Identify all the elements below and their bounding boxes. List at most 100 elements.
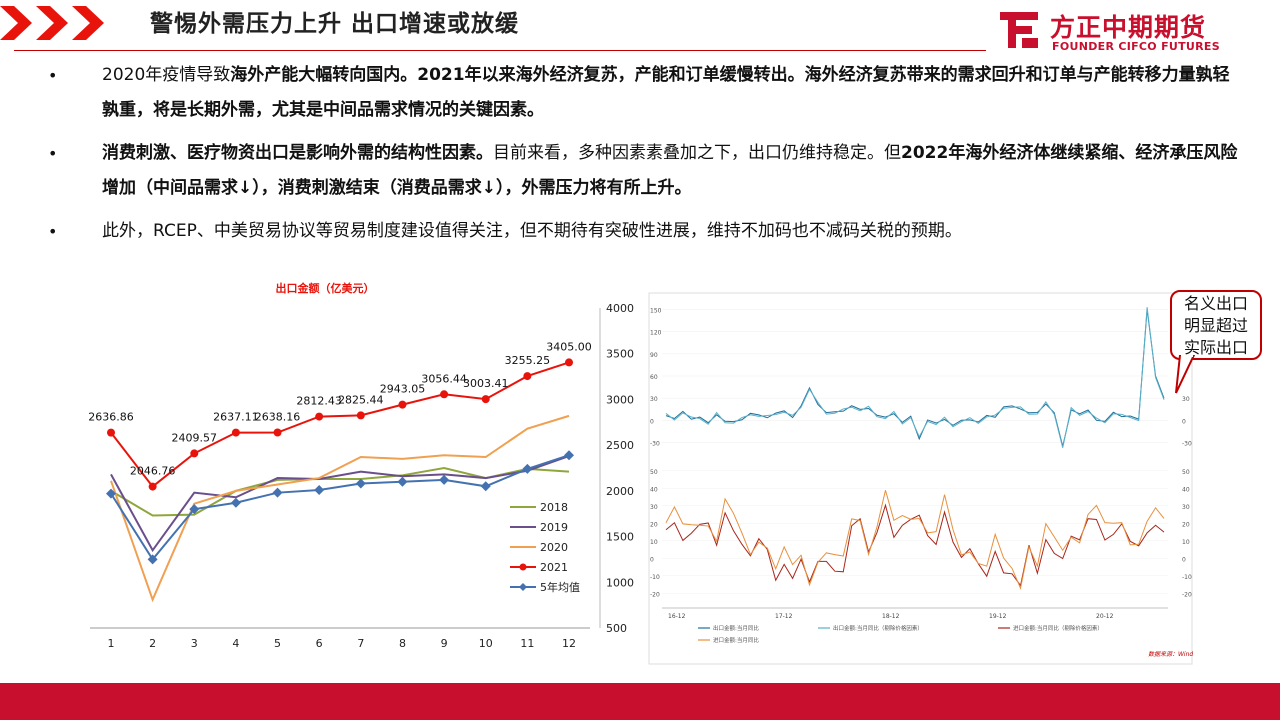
x-tick-label: 2 bbox=[149, 637, 156, 650]
x-tick-label: 11 bbox=[520, 637, 534, 650]
bullet-text-bold: 消费刺激、医疗物资出口是影响外需的结构性因素。 bbox=[102, 143, 493, 163]
x-tick-label: 7 bbox=[357, 637, 364, 650]
data-point bbox=[315, 412, 324, 421]
data-point bbox=[273, 428, 282, 437]
bullet-list: • 2020年疫情导致海外产能大幅转向国内。2021年以来海外经济复苏，产能和订… bbox=[40, 58, 1240, 257]
legend-label: 进口金额:当月同比 bbox=[713, 636, 759, 644]
footer-bar bbox=[0, 683, 1280, 720]
legend-label: 进口金额:当月同比（剔除价格因素） bbox=[1013, 624, 1103, 632]
bullet-text-bold: 2022年海外经济体继续紧缩、经济承压风险增加（中间品需求↓），消费刺激结束（消… bbox=[102, 143, 1238, 198]
y-tick-label: 40 bbox=[650, 486, 658, 493]
y-tick-label: 0 bbox=[1182, 556, 1186, 563]
x-tick-label: 17-12 bbox=[775, 613, 793, 620]
data-label: 3056.44 bbox=[421, 372, 467, 385]
series-line bbox=[665, 307, 1165, 448]
data-label: 2812.43 bbox=[296, 395, 342, 408]
data-label: 3255.25 bbox=[505, 354, 551, 367]
y-tick-label: 0 bbox=[650, 556, 654, 563]
source-note: 数据来源：Wind bbox=[1148, 650, 1193, 658]
x-tick-label: 12 bbox=[562, 637, 576, 650]
y-tick-label: -10 bbox=[1182, 574, 1192, 581]
legend-label: 出口金额:当月同比 bbox=[713, 624, 759, 632]
series-line-2020 bbox=[110, 414, 570, 603]
bullet-marker: • bbox=[48, 66, 58, 85]
y-tick-label: 1500 bbox=[606, 531, 634, 544]
export-amount-chart: 出口金额（亿美元） 500 1000 1500 2000 2500 3000 3500 4000… bbox=[88, 281, 634, 650]
logo-english-name: FOUNDER CIFCO FUTURES bbox=[1052, 40, 1220, 53]
bullet-text-bold: 海外产能大幅转向国内。2021年以来海外经济复苏，产能和订单缓慢转出。海外经济复… bbox=[102, 65, 1230, 120]
data-point bbox=[565, 358, 573, 367]
chart-frame bbox=[648, 292, 1193, 665]
data-label: 2637.11 bbox=[213, 411, 259, 424]
data-label: 2409.57 bbox=[172, 431, 218, 444]
x-tick-label: 9 bbox=[441, 637, 448, 650]
x-tick-label: 4 bbox=[232, 637, 239, 650]
title-divider bbox=[14, 50, 986, 51]
y-tick-label: 20 bbox=[1182, 521, 1190, 528]
x-tick-label: 3 bbox=[191, 637, 198, 650]
legend-marker bbox=[519, 583, 527, 591]
x-tick-label: 10 bbox=[479, 637, 493, 650]
y-tick-label: 30 bbox=[1182, 396, 1190, 403]
x-tick-label: 19-12 bbox=[989, 613, 1007, 620]
bullet-text: 目前来看，多种因素素叠加之下，出口仍维持稳定。但 bbox=[493, 143, 901, 163]
legend-label: 2018 bbox=[540, 501, 568, 514]
legend-label: 2019 bbox=[540, 521, 568, 534]
y-tick-label: 50 bbox=[650, 469, 658, 476]
data-label: 3003.41 bbox=[463, 377, 509, 390]
y-tick-label: 30 bbox=[650, 396, 658, 403]
y-tick-label: -20 bbox=[1182, 591, 1192, 598]
data-point bbox=[439, 474, 450, 485]
data-point bbox=[147, 554, 158, 565]
data-point bbox=[189, 504, 200, 515]
chart-title: 出口金额（亿美元） bbox=[276, 281, 375, 295]
y-tick-label: 30 bbox=[1182, 504, 1190, 511]
y-tick-label: 0 bbox=[650, 418, 654, 425]
callout-pointer-icon bbox=[1175, 355, 1196, 394]
series-line-5年均值 bbox=[110, 454, 570, 562]
x-tick-label: 20-12 bbox=[1096, 613, 1114, 620]
data-point bbox=[398, 400, 407, 409]
bullet-item: • 此外，RCEP、中美贸易协议等贸易制度建设值得关注，但不期待有突破性进展，维… bbox=[40, 214, 1240, 249]
y-tick-label: 3500 bbox=[606, 348, 634, 361]
series-line bbox=[665, 503, 1165, 587]
page-title: 警惕外需压力上升 出口增速或放缓 bbox=[150, 11, 520, 37]
y-tick-label: 2500 bbox=[606, 439, 634, 452]
data-point bbox=[231, 428, 240, 437]
data-point bbox=[522, 463, 533, 474]
y-tick-label: 50 bbox=[1182, 469, 1190, 476]
legend-marker bbox=[519, 563, 527, 571]
y-tick-label: -10 bbox=[650, 574, 660, 581]
data-label: 3405.00 bbox=[546, 340, 592, 353]
x-tick-label: 18-12 bbox=[882, 613, 900, 620]
series-line bbox=[665, 490, 1165, 590]
y-tick-label: 120 bbox=[650, 330, 662, 337]
y-tick-label: -30 bbox=[650, 441, 660, 448]
legend-label: 2021 bbox=[540, 561, 568, 574]
y-tick-label: 0 bbox=[1182, 418, 1186, 425]
y-tick-label: 20 bbox=[650, 521, 658, 528]
y-tick-label: 1000 bbox=[606, 576, 634, 589]
y-tick-label: 10 bbox=[1182, 539, 1190, 546]
y-tick-label: 150 bbox=[650, 307, 662, 314]
y-tick-label: 500 bbox=[606, 622, 627, 635]
callout-line: 名义出口 bbox=[1183, 294, 1248, 313]
y-tick-label: 2000 bbox=[606, 485, 634, 498]
founder-logo-icon bbox=[1000, 12, 1038, 48]
data-point bbox=[480, 481, 491, 492]
bullet-text: 此外，RCEP、中美贸易协议等贸易制度建设值得关注，但不期待有突破性进展，维持不… bbox=[102, 221, 962, 241]
data-label: 2638.16 bbox=[255, 411, 301, 424]
data-label: 2046.76 bbox=[130, 465, 176, 478]
data-point bbox=[230, 497, 241, 508]
data-point bbox=[523, 372, 532, 381]
x-tick-label: 8 bbox=[399, 637, 406, 650]
data-label: 2825.44 bbox=[338, 393, 384, 406]
header-chevron-icon bbox=[0, 6, 104, 40]
data-point bbox=[272, 487, 283, 498]
callout-box: 名义出口 明显超过 实际出口 bbox=[1170, 290, 1262, 360]
data-point bbox=[397, 476, 408, 487]
y-tick-label: 4000 bbox=[606, 302, 634, 315]
data-point bbox=[440, 390, 449, 399]
legend-label: 出口金额:当月同比（剔除价格因素） bbox=[833, 624, 923, 632]
bullet-marker: • bbox=[48, 144, 58, 163]
